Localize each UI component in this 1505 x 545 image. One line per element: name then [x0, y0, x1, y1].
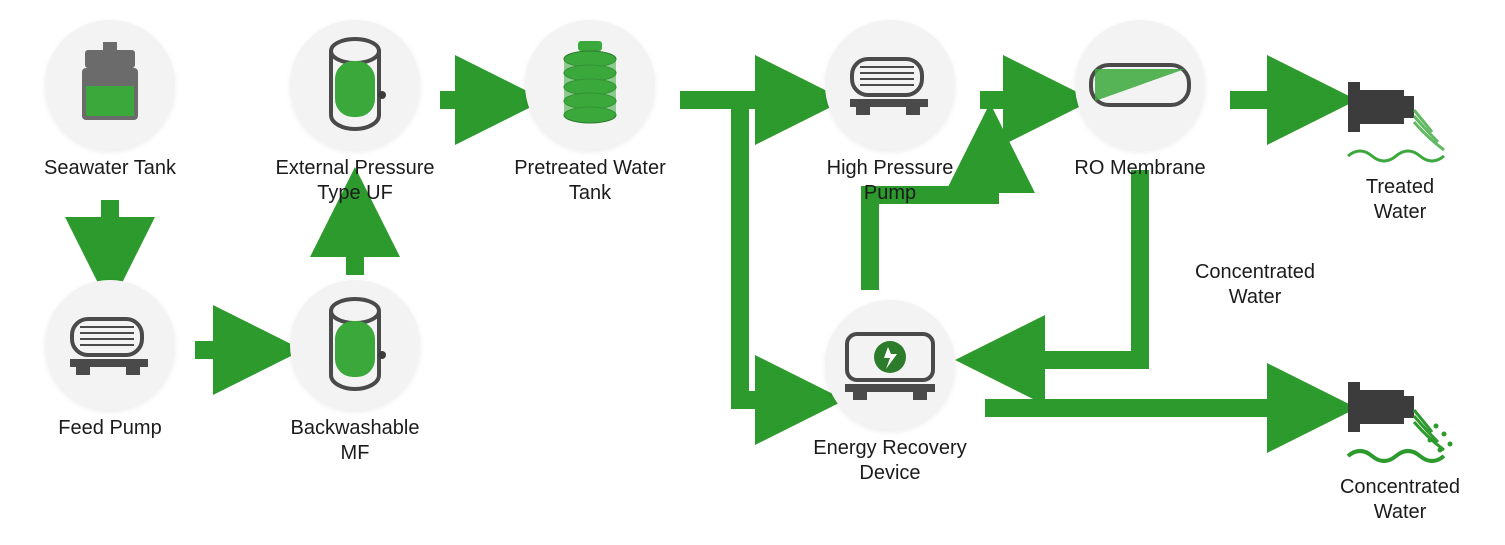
node-backwash-mf: Backwashable MF: [275, 280, 435, 466]
node-hp-pump: High PressurePump: [810, 20, 970, 206]
node-label: External PressureType UF: [275, 156, 435, 206]
energy-recovery-icon: [825, 300, 955, 430]
node-external-uf: External PressureType UF: [275, 20, 435, 206]
node-label: High PressurePump: [810, 156, 970, 206]
external-uf-icon: [290, 20, 420, 150]
node-ro-membrane: RO Membrane: [1060, 20, 1220, 181]
hp-pump-icon: [825, 20, 955, 150]
node-seawater-tank: Seawater Tank: [30, 20, 190, 181]
node-label: Pretreated WaterTank: [510, 156, 670, 206]
node-label: Seawater Tank: [30, 156, 190, 181]
node-feed-pump: Feed Pump: [30, 280, 190, 441]
annotation-concentrated-return: ConcentratedWater: [1180, 260, 1330, 310]
ro-membrane-icon: [1075, 20, 1205, 150]
node-label: Feed Pump: [30, 416, 190, 441]
output-label: TreatedWater: [1330, 175, 1470, 225]
feed-pump-icon: [45, 280, 175, 410]
node-energy-recovery: Energy RecoveryDevice: [810, 300, 970, 486]
output-label: ConcentratedWater: [1330, 475, 1470, 525]
node-label: Backwashable MF: [275, 416, 435, 466]
concentrated-water-outflow-icon: [1340, 360, 1460, 470]
output-concentrated-water: ConcentratedWater: [1330, 360, 1470, 525]
node-label: RO Membrane: [1060, 156, 1220, 181]
backwash-mf-icon: [290, 280, 420, 410]
flowchart-stage: Seawater Tank External PressureType UF: [0, 0, 1505, 545]
node-pretreated-tank: Pretreated WaterTank: [510, 20, 670, 206]
seawater-tank-icon: [45, 20, 175, 150]
treated-water-outflow-icon: [1340, 60, 1460, 170]
pretreated-tank-icon: [525, 20, 655, 150]
node-label: Energy RecoveryDevice: [810, 436, 970, 486]
output-treated-water: TreatedWater: [1330, 60, 1470, 225]
